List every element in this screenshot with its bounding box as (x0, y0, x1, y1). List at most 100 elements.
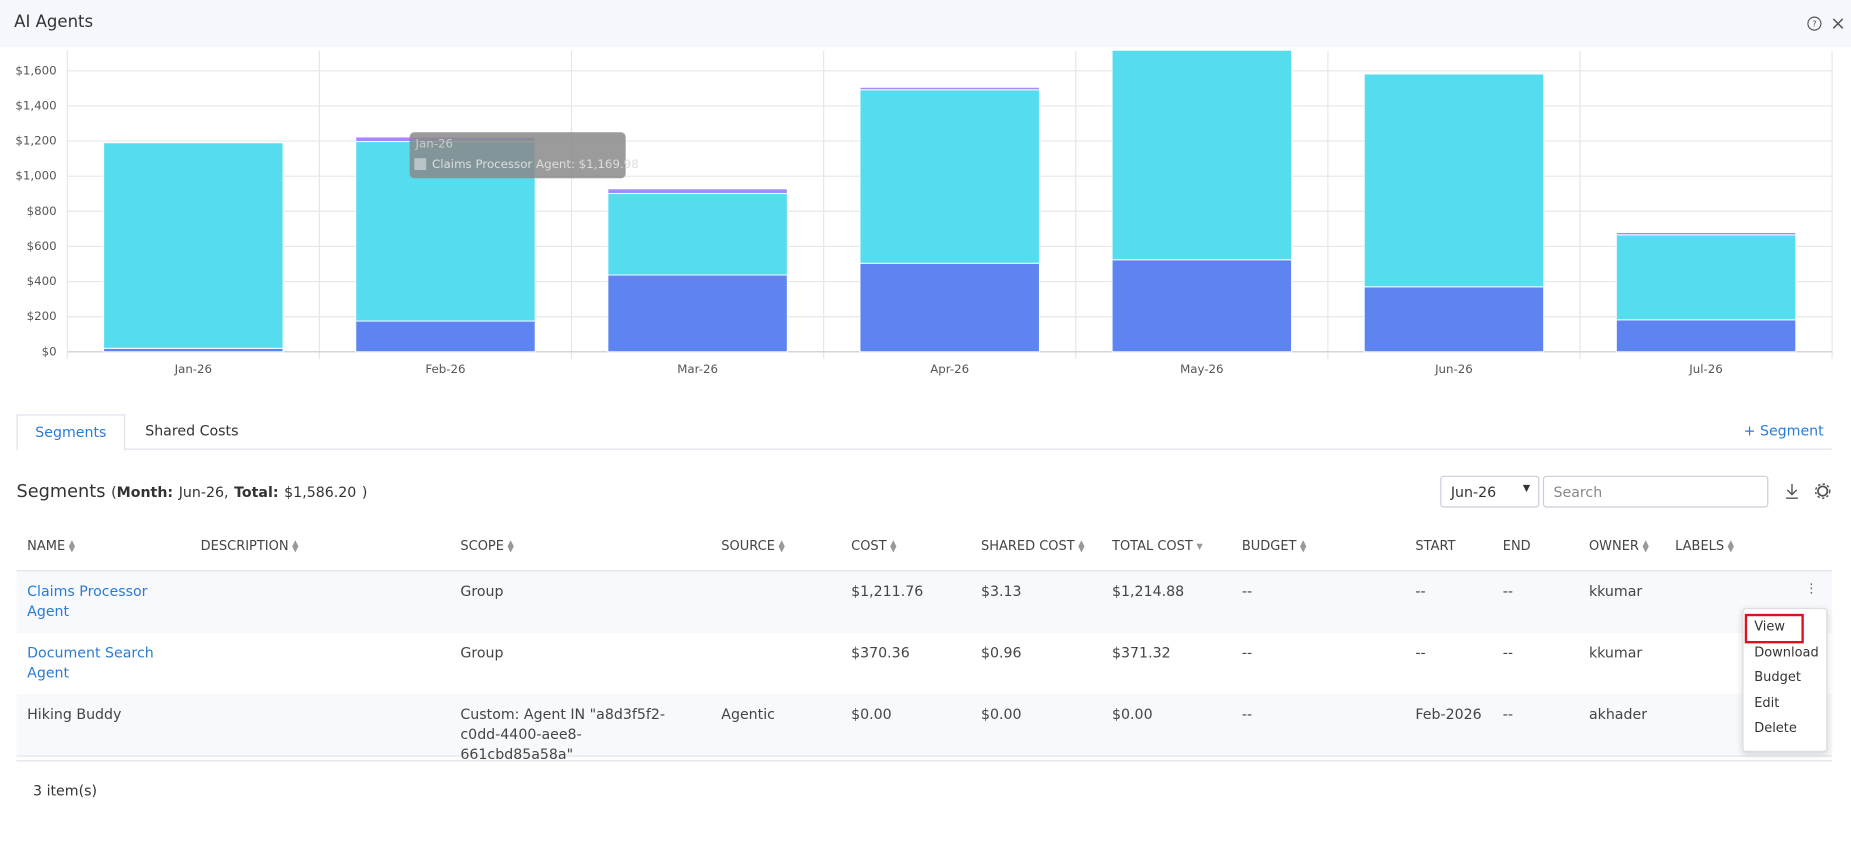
table-cell: kkumar (1588, 644, 1643, 662)
table-cell: Custom: Agent IN "a8d3f5f2-c0dd-4400-aee… (460, 705, 665, 763)
table-cell: Hiking Buddy (27, 705, 122, 723)
y-tick-label: $800 (27, 204, 57, 218)
column-header: TOTAL COST ▼ (1112, 538, 1203, 553)
row-actions[interactable]: ⋮ (1804, 580, 1818, 597)
y-tick-label: $0 (42, 344, 57, 358)
add-segment-button[interactable]: + Segment (1743, 422, 1824, 440)
bar-segment (1615, 319, 1797, 353)
table-cell: akhader (1588, 705, 1648, 723)
highlight-box (1744, 613, 1804, 644)
bar-segment (103, 347, 284, 353)
table-cell: Group (460, 583, 504, 600)
table-cell: -- (1415, 583, 1426, 600)
bar-segment (607, 188, 788, 195)
month-label: Month: (116, 484, 174, 501)
tab-segments[interactable]: Segments (16, 414, 126, 451)
sort-icon: ▲ ▼ (1642, 538, 1649, 554)
sort-icon: ▲ ▼ (778, 538, 785, 554)
column-header: END (1503, 538, 1531, 553)
column-header-text: LABELS (1675, 538, 1725, 554)
table-cell: $0.00 (851, 705, 892, 723)
bar-segment (1615, 232, 1797, 236)
table-cell: -- (1241, 644, 1253, 662)
column-header: LABELS ▲ ▼ (1675, 538, 1734, 553)
bar-segment (607, 274, 788, 353)
agent-link[interactable]: Document Search Agent (27, 644, 154, 682)
bar-segment (1111, 259, 1293, 353)
menu-item[interactable]: Budget (1754, 669, 1801, 685)
column-header-text: SHARED COST (980, 538, 1075, 554)
column-header-text: BUDGET (1241, 538, 1297, 554)
table-row (16, 632, 1833, 696)
sort-icon: ▲ ▼ (1300, 538, 1307, 554)
chart: $0 $200 $400 $600 $800 $1,000 $1,200 $1,400 $1,6… (11, 47, 1836, 396)
y-tick-label: $400 (27, 274, 57, 288)
menu-item[interactable]: Delete (1754, 720, 1797, 736)
table-cell: -- (1502, 705, 1514, 723)
sort-icon: ▲ ▼ (292, 538, 299, 554)
x-tick-label: Jan-26 (174, 362, 212, 376)
table-cell: $1,211.76 (851, 583, 924, 600)
agent-link[interactable]: Claims Processor Agent (27, 583, 148, 620)
column-header: SHARED COST ▲ ▼ (981, 538, 1085, 553)
column-header-text: COST (851, 538, 887, 554)
sort-icon: ▲ ▼ (68, 538, 76, 554)
tooltip-title: Jan-26 (415, 137, 453, 151)
summary-close: ) (361, 484, 368, 501)
table-cell: $371.32 (1112, 644, 1171, 662)
y-tick-label: $1,600 (15, 63, 56, 77)
column-header-text: START (1415, 538, 1456, 554)
month-select[interactable]: Jun-26 ▼ (1440, 475, 1540, 508)
y-tick-label: $200 (27, 309, 57, 323)
header: AI Agents ? (0, 0, 1851, 48)
bar-segment (859, 89, 1040, 264)
column-header-text: NAME (27, 538, 66, 554)
summary-open: ( (111, 484, 117, 501)
x-tick-label: Jul-26 (1688, 362, 1723, 376)
y-tick-label: $1,000 (15, 169, 56, 183)
total: $1,586.20 (284, 484, 357, 501)
tooltip: Jan-26 Claims Processor Agent: $1,169.98 (409, 132, 639, 179)
total-label: Total: (234, 484, 279, 501)
column-header: SCOPE ▲ ▼ (460, 538, 513, 553)
header-icons[interactable]: ? (1806, 15, 1846, 32)
sort-icon: ▲ ▼ (890, 538, 897, 554)
search-input[interactable]: Search (1542, 475, 1769, 508)
column-header-text: DESCRIPTION (200, 538, 289, 554)
table-cell: -- (1241, 705, 1253, 723)
column-header-text: OWNER (1588, 538, 1639, 554)
row-menu (1742, 607, 1828, 752)
bar-segment (355, 320, 536, 353)
month-select-value: Jun-26 (1450, 484, 1497, 501)
search-placeholder: Search (1553, 484, 1603, 501)
table-row (16, 694, 1833, 757)
column-header: DESCRIPTION ▲ ▼ (201, 538, 299, 553)
x-tick-label: Jun-26 (1434, 362, 1473, 376)
y-tick-label: $1,400 (15, 98, 56, 112)
column-header: OWNER ▲ ▼ (1589, 538, 1649, 553)
bar-segment (859, 262, 1040, 353)
table-cell: $0.96 (980, 644, 1022, 662)
tooltip-text: Claims Processor Agent: $1,169.98 (432, 157, 639, 171)
menu-item[interactable]: Edit (1754, 694, 1780, 711)
table-cell: $0.00 (980, 705, 1022, 723)
bar-segment (1615, 234, 1797, 321)
menu-item[interactable]: View (1754, 618, 1786, 634)
table-cell: Agentic (721, 705, 775, 723)
sort-icon: ▼ (1196, 541, 1203, 551)
table-cell: Group (460, 644, 504, 662)
table-cell: $0.00 (1112, 705, 1153, 723)
bar-segment (607, 193, 788, 276)
x-tick-label: Apr-26 (930, 362, 969, 376)
column-header: START (1415, 538, 1455, 553)
table-cell: $3.13 (980, 583, 1022, 600)
toolbar-icons[interactable] (1783, 482, 1833, 501)
menu-item[interactable]: Download (1754, 643, 1819, 660)
column-header-text: END (1502, 538, 1531, 554)
table-row (16, 571, 1833, 634)
tab-shared-costs[interactable]: Shared Costs (145, 422, 239, 440)
column-header: COST ▲ ▼ (851, 538, 896, 553)
column-header: NAME ▲ ▼ (27, 538, 75, 553)
column-header: BUDGET ▲ ▼ (1242, 538, 1307, 553)
